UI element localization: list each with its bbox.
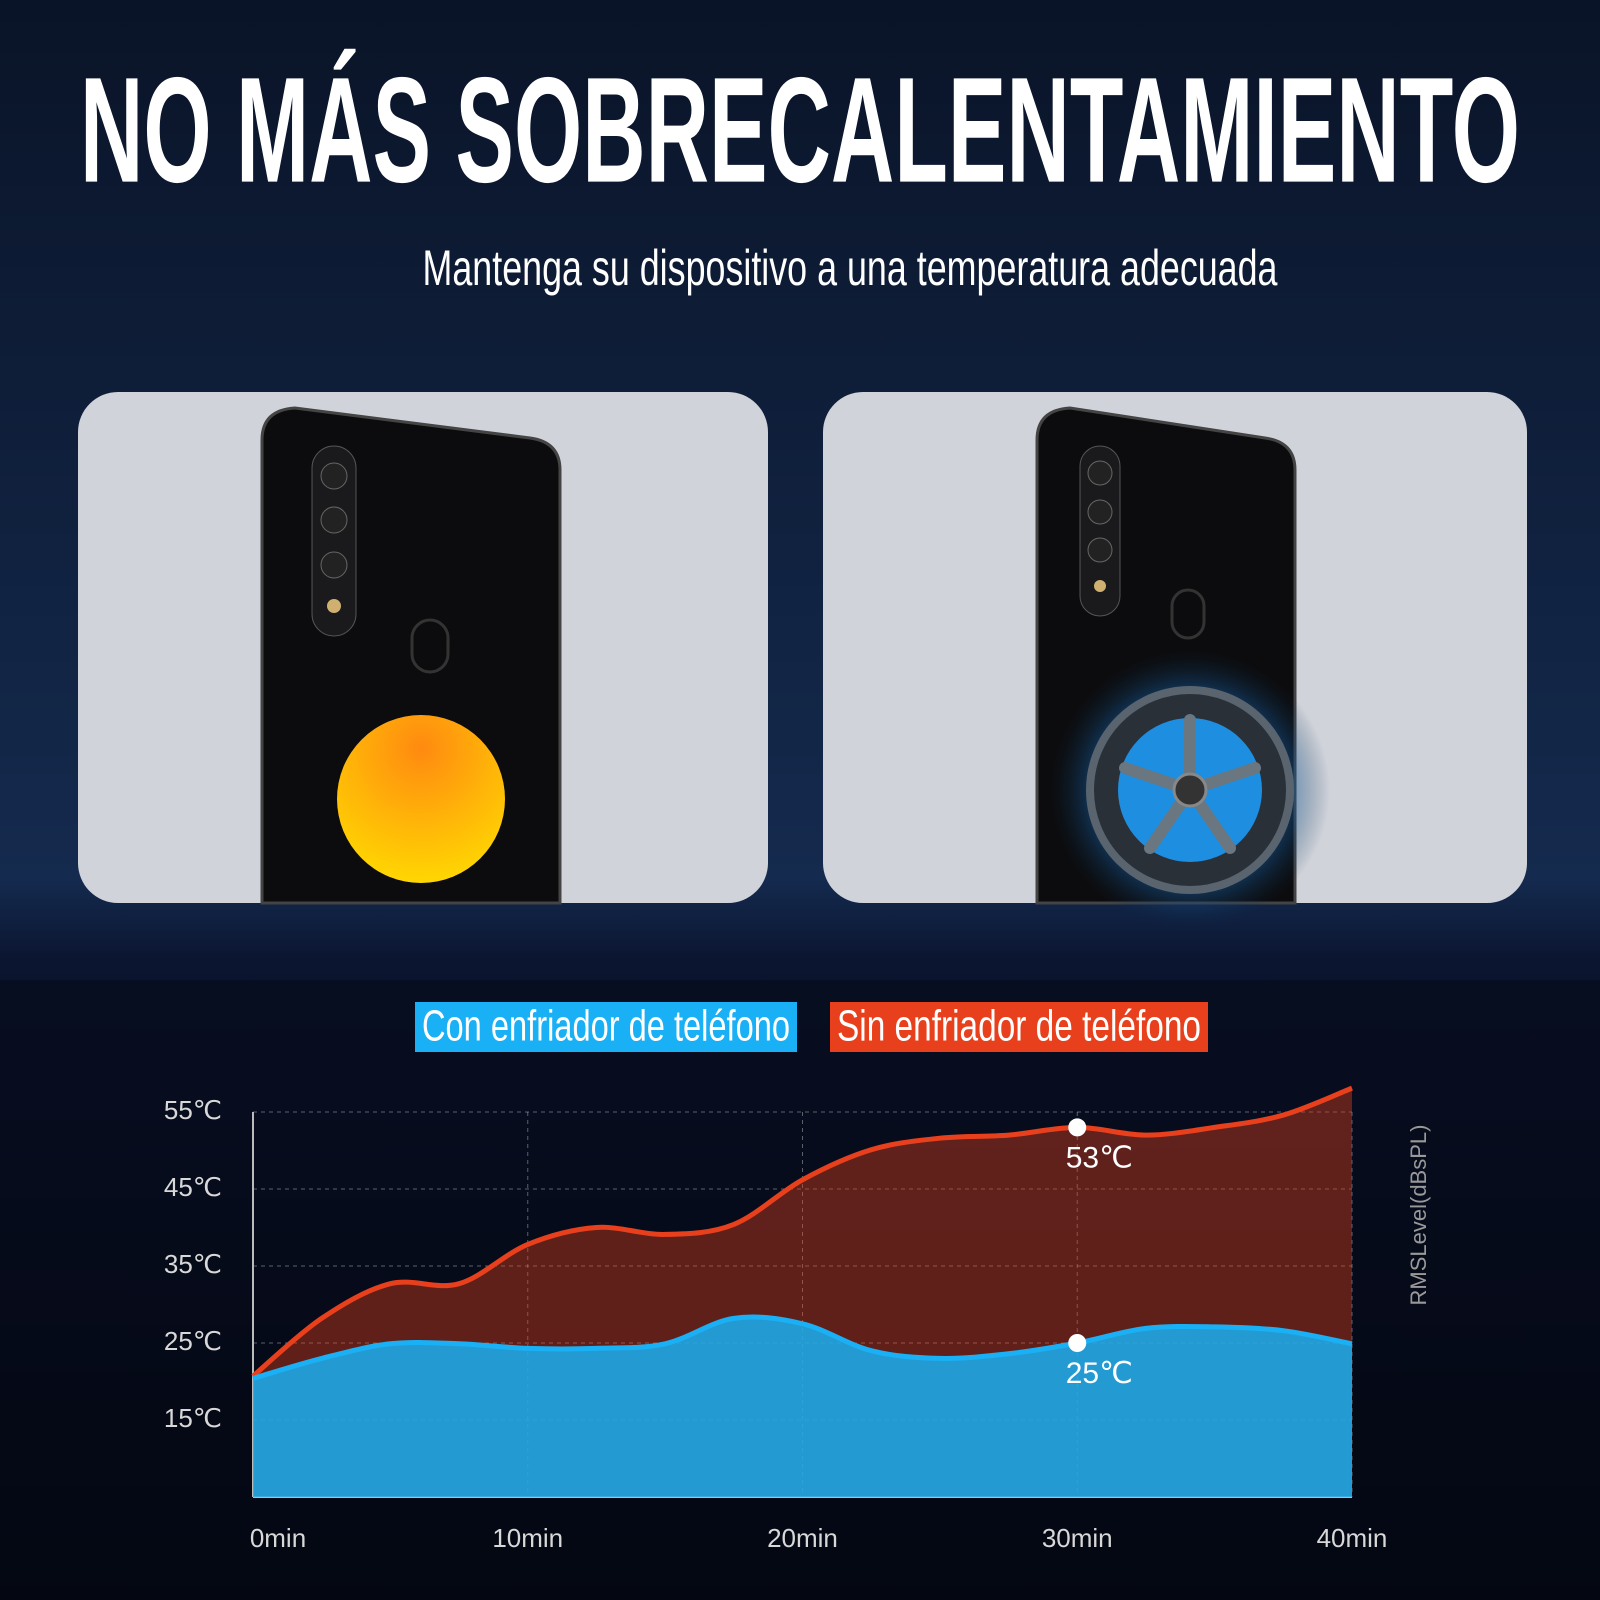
point-marker [1068,1118,1087,1137]
line [251,1085,1353,1379]
y-tick-label: 55℃ [164,1095,222,1125]
legend-swatch [830,1002,1208,1052]
data-label: 53℃ [1066,1141,1133,1174]
x-tick-label: 30min [1042,1523,1113,1553]
photo-cooled [823,392,1527,930]
photo-hot [78,392,768,905]
x-tick-label: 0min [250,1523,306,1553]
y-tick-label: 15℃ [164,1403,222,1433]
y-tick-label: 35℃ [164,1249,222,1279]
y-tick-label: 45℃ [164,1172,222,1202]
legend-label: Sin enfriador de teléfono [837,1002,1201,1051]
area [253,1317,1352,1497]
legend-label: Con enfriador de teléfono [422,1002,790,1051]
x-tick-label: 10min [492,1523,563,1553]
y2-axis-label: RMSLevel(dBsPL) [1406,1125,1431,1306]
legend-swatch [415,1002,797,1052]
line [252,1314,1353,1381]
y-tick-label: 25℃ [164,1326,222,1356]
subtitle: Mantenga su dispositivo a una temperatur… [423,240,1278,296]
x-tick-label: 20min [767,1523,838,1553]
data-label: 25℃ [1066,1357,1133,1390]
title: NO MÁS SOBRECALENTAMIENTO [80,46,1520,214]
point-marker [1068,1334,1087,1352]
x-tick-label: 40min [1317,1523,1388,1553]
